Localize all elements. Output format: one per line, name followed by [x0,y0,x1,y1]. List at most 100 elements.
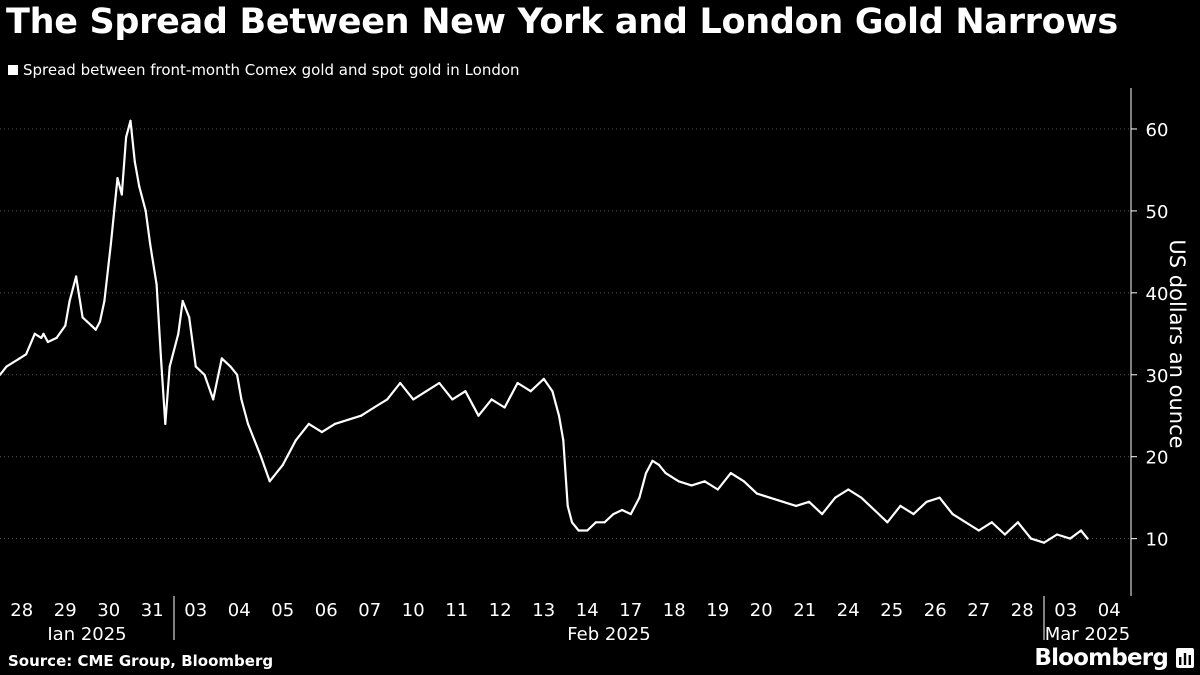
data-point-104 [938,496,941,499]
data-point-36 [203,373,206,376]
data-point-60 [464,390,467,393]
grid-layer [0,128,1131,540]
data-point-13 [81,316,84,319]
data-point-101 [899,504,902,507]
data-point-26 [144,209,147,212]
x-tick-label-20: 25 [880,600,903,621]
data-point-56 [412,398,415,401]
x-tick-label-0: 28 [10,600,33,621]
data-point-14 [85,320,89,323]
x-tick-label-7: 06 [315,600,338,621]
data-point-40 [236,373,239,376]
data-point-43 [253,439,256,442]
data-point-33 [181,299,184,303]
data-point-100 [886,521,889,524]
data-point-0 [0,373,2,376]
data-point-116 [1086,537,1089,540]
data-point-46 [281,463,284,466]
x-tick-label-18: 21 [793,600,816,621]
x-tick-label-15: 18 [663,600,686,621]
data-point-25 [138,185,141,188]
data-point-91 [768,496,772,499]
data-point-16 [94,328,97,331]
data-point-57 [425,390,428,393]
data-point-3 [18,357,21,360]
x-tick-label-4: 03 [184,600,207,621]
data-point-42 [246,422,250,425]
data-point-58 [438,381,441,385]
data-point-82 [657,463,661,466]
data-point-6 [40,336,43,339]
legend-swatch [8,65,18,75]
data-point-55 [399,381,402,385]
data-point-102 [912,513,915,516]
data-point-4 [25,353,28,356]
data-point-98 [860,496,863,499]
y-tick-label-60: 60 [1146,120,1169,141]
bloomberg-terminal-icon [1176,648,1194,668]
data-point-75 [603,521,606,524]
line-chart: 10 20 30 40 50 60 28 29 30 31 03 04 05 06 07 10 11 12 13 14… [0,88,1189,640]
x-tick-label-17: 20 [750,600,773,621]
data-point-31 [168,365,171,368]
x-group-label-1: Feb 2025 [567,624,650,640]
data-point-20 [116,177,119,180]
y-tick-label-10: 10 [1146,530,1169,551]
data-point-39 [229,365,232,368]
chart-title: The Spread Between New York and London G… [6,2,1118,42]
x-tick-label-9: 10 [402,600,425,621]
y-tick-label-20: 20 [1146,448,1169,469]
data-point-37 [212,398,215,401]
data-point-47 [294,439,297,442]
data-point-54 [386,398,389,401]
data-point-80 [644,472,648,475]
data-point-30 [164,422,167,425]
data-point-103 [925,500,928,503]
data-point-92 [781,500,785,503]
data-point-32 [177,332,180,335]
x-tick-label-3: 31 [141,600,164,621]
data-point-9 [55,336,58,339]
x-tick-label-23: 28 [1011,600,1034,621]
data-point-76 [612,513,615,516]
data-point-70 [566,504,569,507]
data-point-18 [103,299,106,303]
data-point-50 [333,422,336,425]
data-point-15 [90,324,93,327]
data-point-1 [5,365,8,368]
data-point-113 [1055,533,1059,536]
data-point-73 [586,529,589,532]
data-point-86 [703,480,706,483]
data-point-111 [1029,537,1033,540]
data-point-11 [68,299,71,303]
data-point-53 [373,406,376,409]
x-tick-label-12: 13 [532,600,555,621]
x-group-label-0: Jan 2025 [46,624,126,640]
data-point-78 [629,513,632,516]
data-point-23 [129,119,132,122]
x-tick-label-2: 30 [97,600,120,621]
y-tick-label-40: 40 [1146,284,1169,305]
data-point-65 [529,390,532,393]
data-point-34 [188,316,191,319]
data-point-27 [149,242,152,245]
data-point-63 [503,406,506,409]
data-point-99 [873,508,876,512]
data-point-90 [755,492,759,495]
data-point-97 [847,488,850,491]
data-point-24 [133,160,136,163]
x-tick-label-25: 04 [1098,600,1121,621]
data-point-7 [42,332,45,335]
data-point-22 [125,136,128,139]
y-tick-label-50: 50 [1146,202,1169,223]
x-tick-label-16: 19 [706,600,729,621]
data-point-69 [562,439,565,442]
data-point-71 [570,521,574,524]
data-point-93 [795,504,798,507]
data-point-95 [821,513,824,516]
data-point-38 [220,357,223,360]
data-point-68 [557,414,561,417]
data-point-88 [729,472,732,475]
series-layer [0,119,1089,544]
x-tick-label-19: 24 [837,600,860,621]
